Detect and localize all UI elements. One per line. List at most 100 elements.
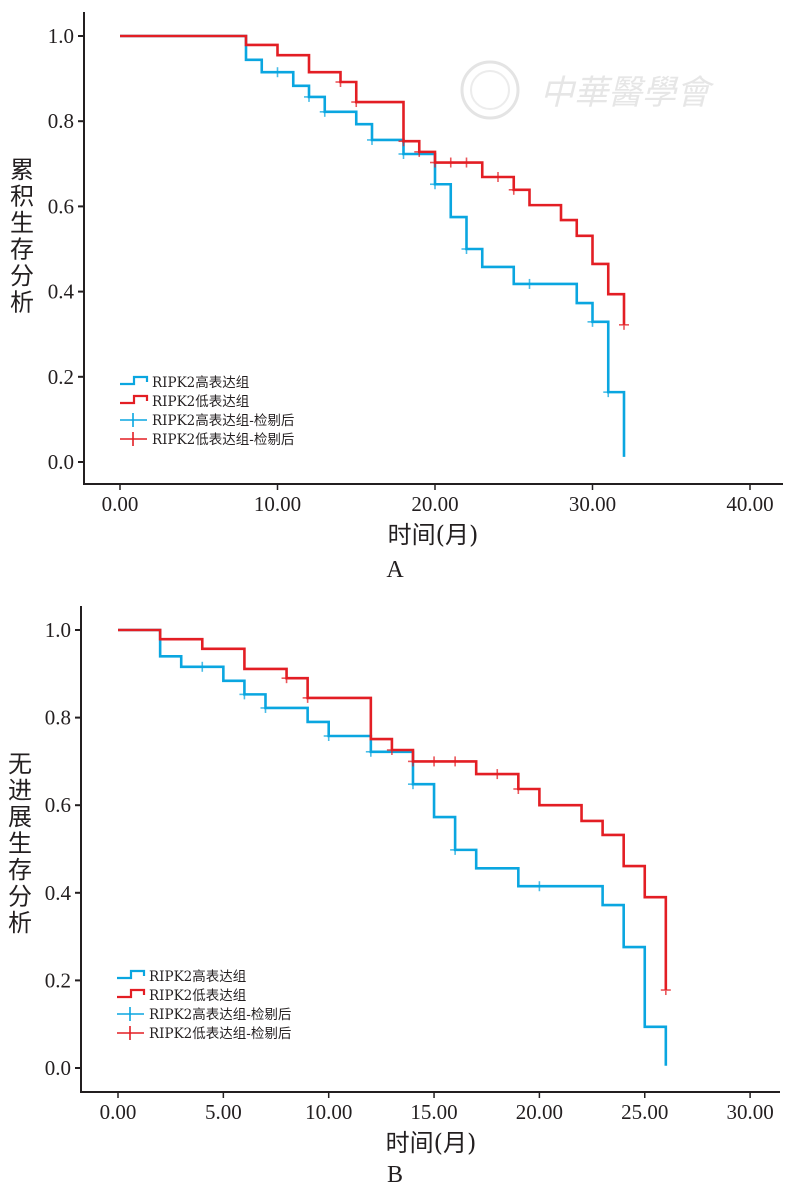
censor-mark-high bbox=[461, 244, 472, 254]
censor-mark-low bbox=[386, 745, 397, 756]
censor-mark-high bbox=[365, 746, 376, 757]
chart-panel-a: 0.0 0.2 0.4 0.6 0.8 1.0 0.00 10.00 20.00 30.00 40… bbox=[10, 12, 783, 583]
chart-panel-b: 0.0 0.2 0.4 0.6 0.8 1.0 0.00 5.00 10.00 15.00 20.… bbox=[8, 606, 780, 1188]
censor-mark-low bbox=[619, 319, 629, 330]
censor-mark-high bbox=[272, 67, 283, 78]
legend-step-icon bbox=[120, 394, 149, 405]
x-axis-title: 时间(月) bbox=[388, 521, 479, 549]
y-tick-label: 0.4 bbox=[48, 280, 75, 304]
y-axis-title: 无进展生存分析 bbox=[8, 750, 32, 937]
x-tick-label: 0.00 bbox=[102, 492, 139, 516]
censor-mark-low bbox=[351, 97, 362, 108]
y-tick-label: 0.6 bbox=[45, 793, 71, 817]
legend-label: RIPK2低表达组-检剔后 bbox=[152, 432, 294, 448]
x-tick-label: 10.00 bbox=[305, 1100, 352, 1124]
censor-mark-high bbox=[197, 661, 208, 672]
x-axis-title: 时间(月) bbox=[386, 1129, 477, 1157]
censor-mark-high bbox=[450, 844, 461, 855]
legend-item: RIPK2高表达组-检剔后 bbox=[120, 412, 294, 429]
legend-label: RIPK2高表达组 bbox=[149, 968, 246, 985]
censor-mark-low bbox=[492, 769, 503, 780]
censor-mark-high bbox=[407, 779, 418, 790]
x-ticks: 0.00 10.00 20.00 30.00 40.00 bbox=[102, 484, 774, 516]
y-tick-label: 0.2 bbox=[45, 968, 71, 992]
y-tick-label: 0.6 bbox=[48, 194, 74, 218]
legend-censor-icon bbox=[120, 413, 147, 427]
censor-mark-low bbox=[407, 756, 418, 767]
legend-item: RIPK2高表达组 bbox=[120, 374, 249, 391]
legend: RIPK2高表达组 RIPK2低表达组 RIPK2高表达组-检剔后 RIPK2低表达组… bbox=[117, 968, 291, 1042]
censor-mark-low bbox=[493, 172, 503, 183]
x-tick-label: 10.00 bbox=[254, 492, 301, 516]
censor-mark-low bbox=[461, 157, 472, 168]
censor-mark-low bbox=[429, 756, 440, 767]
y-tick-label: 0.8 bbox=[45, 706, 71, 730]
legend-label: RIPK2低表达组-检剔后 bbox=[149, 1026, 291, 1042]
y-tick-label: 0.0 bbox=[45, 1056, 71, 1080]
km-curve-low bbox=[118, 628, 668, 991]
censor-mark-high bbox=[430, 179, 440, 190]
x-tick-label: 30.00 bbox=[726, 1100, 773, 1124]
censor-mark-low bbox=[430, 157, 440, 168]
censor-mark-low bbox=[508, 184, 519, 195]
legend-step-icon bbox=[117, 988, 146, 999]
y-tick-label: 0.0 bbox=[48, 450, 74, 474]
legend-label: RIPK2低表达组 bbox=[149, 988, 246, 1004]
y-tick-label: 1.0 bbox=[48, 24, 74, 48]
censor-mark-high bbox=[260, 702, 271, 713]
censor-mark-low bbox=[450, 756, 461, 767]
legend-item: RIPK2低表达组 bbox=[120, 394, 249, 410]
x-tick-label: 0.00 bbox=[100, 1100, 137, 1124]
censor-mark-low bbox=[660, 985, 671, 996]
y-tick-label: 1.0 bbox=[45, 618, 71, 642]
x-tick-label: 30.00 bbox=[569, 492, 616, 516]
censor-mark-low bbox=[398, 136, 409, 147]
legend-label: RIPK2高表达组 bbox=[152, 374, 249, 391]
series-layer bbox=[118, 628, 671, 1066]
panel-label: B bbox=[387, 1162, 403, 1188]
x-tick-label: 40.00 bbox=[726, 492, 773, 516]
censor-mark-high bbox=[587, 316, 598, 327]
legend-item: RIPK2高表达组 bbox=[117, 968, 246, 985]
legend-item: RIPK2低表达组-检剔后 bbox=[120, 432, 294, 448]
x-tick-label: 20.00 bbox=[411, 492, 458, 516]
watermark: 中華醫學會 bbox=[460, 60, 715, 120]
legend-label: RIPK2低表达组 bbox=[152, 394, 249, 410]
censor-mark-low bbox=[445, 157, 456, 168]
censor-mark-low bbox=[414, 146, 425, 157]
legend: RIPK2高表达组 RIPK2低表达组 RIPK2高表达组-检剔后 RIPK2低表达组… bbox=[120, 374, 294, 448]
y-axis-title: 累积生存分析 bbox=[10, 156, 34, 317]
series-layer bbox=[120, 34, 629, 457]
y-tick-label: 0.2 bbox=[48, 365, 74, 389]
censor-mark-low bbox=[335, 77, 346, 88]
legend-label: RIPK2高表达组-检剔后 bbox=[149, 1006, 291, 1023]
legend-label: RIPK2高表达组-检剔后 bbox=[152, 412, 294, 429]
panel-label: A bbox=[386, 557, 404, 583]
legend-censor-icon bbox=[120, 432, 147, 446]
censor-mark-high bbox=[304, 91, 314, 102]
censor-mark-low bbox=[302, 692, 313, 703]
legend-step-icon bbox=[117, 969, 146, 980]
watermark-text: 中華醫學會 bbox=[540, 73, 715, 113]
censor-mark-high bbox=[323, 730, 334, 741]
x-ticks: 0.00 5.00 10.00 15.00 20.00 25.00 30.00 bbox=[100, 1092, 774, 1124]
legend-item: RIPK2高表达组-检剔后 bbox=[117, 1006, 291, 1023]
censor-mark-high bbox=[367, 134, 377, 145]
legend-item: RIPK2低表达组 bbox=[117, 988, 246, 1004]
y-tick-label: 0.4 bbox=[45, 881, 72, 905]
x-tick-label: 20.00 bbox=[516, 1100, 563, 1124]
legend-item: RIPK2低表达组-检剔后 bbox=[117, 1026, 291, 1042]
x-tick-label: 15.00 bbox=[410, 1100, 457, 1124]
censor-mark-low bbox=[281, 673, 292, 684]
censor-mark-high bbox=[398, 149, 409, 160]
censor-mark-high bbox=[603, 387, 614, 398]
censor-mark-high bbox=[524, 278, 535, 289]
censor-mark-high bbox=[534, 881, 545, 892]
censor-mark-low bbox=[513, 783, 524, 794]
legend-censor-icon bbox=[117, 1026, 144, 1040]
y-ticks: 0.0 0.2 0.4 0.6 0.8 1.0 bbox=[45, 618, 81, 1080]
y-tick-label: 0.8 bbox=[48, 109, 74, 133]
censor-mark-high bbox=[319, 106, 330, 117]
x-tick-label: 5.00 bbox=[205, 1100, 242, 1124]
